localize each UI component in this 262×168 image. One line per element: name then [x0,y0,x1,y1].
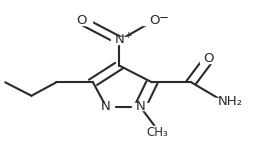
Polygon shape [211,98,237,105]
Text: O: O [76,14,86,27]
Text: N: N [114,33,124,47]
Polygon shape [98,103,114,110]
Text: O: O [204,52,214,65]
Polygon shape [132,103,148,110]
Text: CH₃: CH₃ [146,126,168,139]
Polygon shape [76,18,92,25]
Polygon shape [200,56,216,63]
Text: N: N [101,100,111,113]
Polygon shape [111,37,127,44]
Text: O: O [149,14,160,27]
Text: N: N [136,100,146,113]
Text: +: + [124,31,131,40]
Polygon shape [142,18,162,25]
Text: NH₂: NH₂ [217,95,243,108]
Text: −: − [159,11,169,24]
Polygon shape [145,126,169,133]
